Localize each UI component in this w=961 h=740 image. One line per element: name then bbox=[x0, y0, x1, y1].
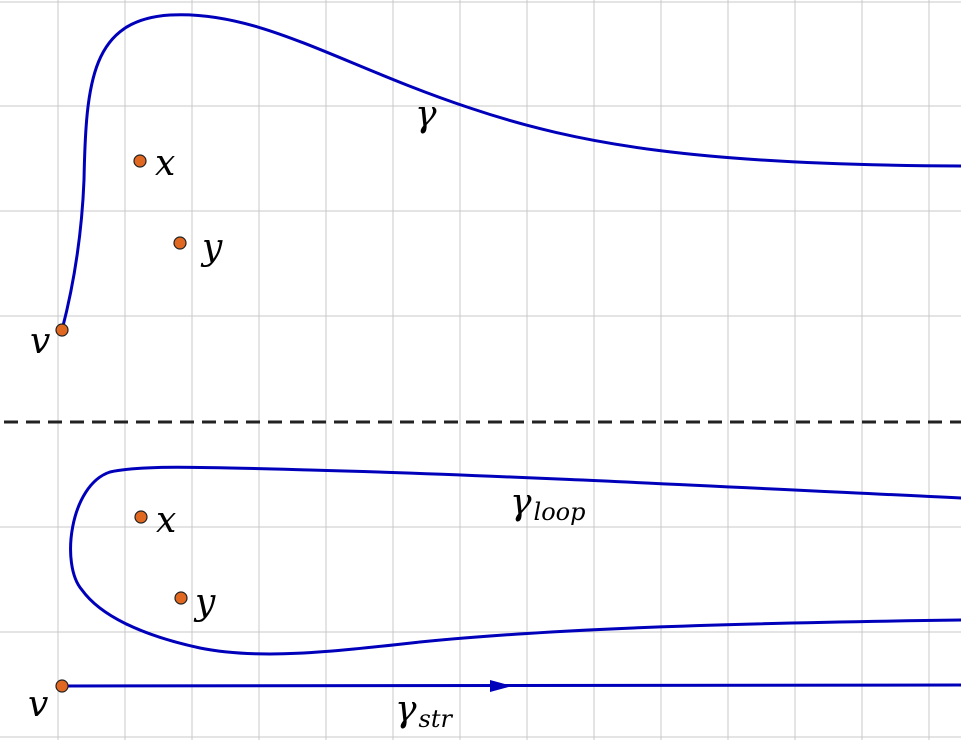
arrow-head-icon bbox=[490, 680, 512, 692]
label-x-top: x bbox=[155, 143, 175, 184]
vertex-x-bottom bbox=[134, 510, 148, 524]
vertex-y-bottom bbox=[174, 591, 188, 605]
label-gamma-loop-base: γ bbox=[510, 482, 532, 523]
vertex-y-top bbox=[173, 236, 187, 250]
vertex-v-top bbox=[55, 323, 69, 337]
label-x-bottom: x bbox=[156, 500, 176, 541]
curve-gamma-loop bbox=[69, 465, 961, 656]
label-gamma-str: γstr bbox=[395, 689, 453, 733]
vertex-v-bottom bbox=[55, 679, 69, 693]
label-gamma: γ bbox=[415, 94, 437, 135]
label-y-bottom: y bbox=[193, 582, 216, 623]
label-gamma-loop: γloop bbox=[510, 482, 585, 526]
curve-gamma-str bbox=[60, 683, 961, 688]
label-y-top: y bbox=[200, 227, 223, 268]
label-gamma-str-sub: str bbox=[419, 705, 454, 733]
curve-gamma bbox=[60, 13, 961, 332]
vertex-x-top bbox=[133, 154, 147, 168]
label-gamma-loop-sub: loop bbox=[534, 498, 586, 526]
label-v-top: v bbox=[30, 321, 50, 362]
label-gamma-str-base: γ bbox=[395, 689, 417, 730]
label-v-bottom: v bbox=[28, 684, 48, 725]
